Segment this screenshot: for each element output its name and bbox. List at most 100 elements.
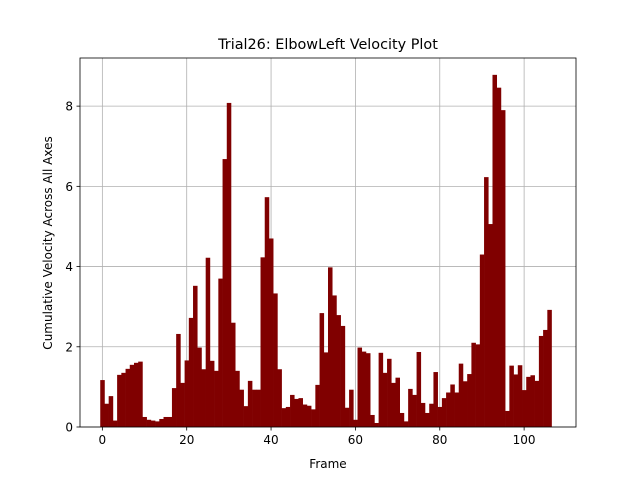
bar	[239, 389, 244, 427]
bar	[513, 374, 519, 427]
bar	[429, 403, 434, 427]
bar	[235, 370, 240, 427]
bar	[378, 352, 384, 427]
bar	[509, 365, 514, 427]
bar	[302, 404, 308, 427]
x-axis-label: Frame	[309, 457, 346, 471]
bar	[408, 388, 413, 427]
bar	[138, 361, 143, 427]
bar	[193, 285, 198, 427]
chart-title: Trial26: ElbowLeft Velocity Plot	[217, 37, 438, 53]
x-tick-label: 40	[263, 433, 278, 447]
bar	[387, 358, 392, 427]
bar	[458, 363, 464, 427]
x-tick-label: 60	[348, 433, 363, 447]
bar	[538, 335, 544, 427]
bar	[298, 398, 303, 427]
bar	[243, 406, 249, 427]
bar	[412, 394, 417, 427]
bar	[496, 87, 502, 428]
bar	[484, 177, 489, 427]
bar	[416, 351, 422, 427]
x-tick-label: 80	[432, 433, 447, 447]
bar	[252, 389, 257, 427]
bar	[344, 407, 350, 427]
bar	[264, 197, 270, 427]
bar	[357, 347, 363, 427]
bar	[323, 352, 329, 427]
bar	[336, 315, 341, 427]
bar	[176, 333, 181, 427]
bar	[117, 374, 122, 427]
bar	[260, 257, 266, 427]
y-tick-label: 0	[65, 421, 73, 435]
bar	[370, 414, 375, 427]
bar	[277, 369, 282, 427]
bar	[100, 380, 105, 427]
bar	[129, 364, 135, 427]
x-tick-label: 0	[99, 433, 107, 447]
bar	[403, 421, 409, 427]
bar	[315, 384, 320, 427]
bar	[391, 382, 396, 427]
bar	[446, 392, 451, 427]
bar	[475, 344, 481, 427]
bar	[543, 329, 548, 427]
bar	[349, 389, 354, 427]
bar	[133, 362, 139, 427]
bar	[488, 224, 493, 427]
bar	[197, 347, 202, 427]
bar	[155, 421, 160, 427]
plot-frame	[79, 57, 577, 428]
bar	[437, 406, 443, 427]
bar	[256, 389, 261, 427]
bar	[230, 322, 236, 427]
bar	[294, 398, 299, 427]
y-tick-label: 6	[65, 180, 73, 194]
bar	[467, 374, 472, 427]
bar	[222, 159, 228, 427]
bar	[247, 380, 253, 427]
bar	[104, 403, 109, 427]
bar	[454, 392, 460, 427]
bar	[306, 405, 312, 427]
bar	[332, 295, 337, 427]
bar	[500, 110, 506, 428]
bar	[167, 416, 173, 427]
bar	[108, 396, 114, 427]
y-tick-label: 2	[65, 340, 73, 354]
bar	[146, 419, 152, 427]
bar	[441, 398, 447, 427]
bar	[526, 376, 531, 427]
bar	[471, 342, 476, 427]
bar	[171, 388, 177, 427]
bar	[159, 418, 164, 427]
bar	[226, 102, 232, 427]
bar	[268, 238, 274, 427]
bar	[285, 406, 291, 427]
bar	[340, 325, 346, 427]
bar	[433, 372, 438, 427]
bar	[142, 416, 147, 427]
bar	[534, 380, 540, 427]
y-axis-label: Cumulative Velocity Across All Axes	[41, 136, 55, 349]
bar	[361, 351, 367, 427]
bar	[425, 412, 430, 427]
bar	[522, 390, 527, 427]
bar	[281, 408, 287, 427]
bar	[353, 419, 358, 427]
bar	[399, 412, 405, 427]
bar	[125, 368, 131, 427]
bar	[188, 317, 194, 427]
bar	[382, 372, 388, 427]
bar	[163, 416, 169, 427]
bar	[450, 384, 455, 427]
bar	[205, 257, 211, 427]
bar	[184, 360, 190, 427]
bar	[273, 293, 278, 427]
bar	[112, 420, 118, 427]
bar	[420, 402, 426, 427]
bar	[462, 381, 468, 427]
bar	[530, 375, 535, 427]
